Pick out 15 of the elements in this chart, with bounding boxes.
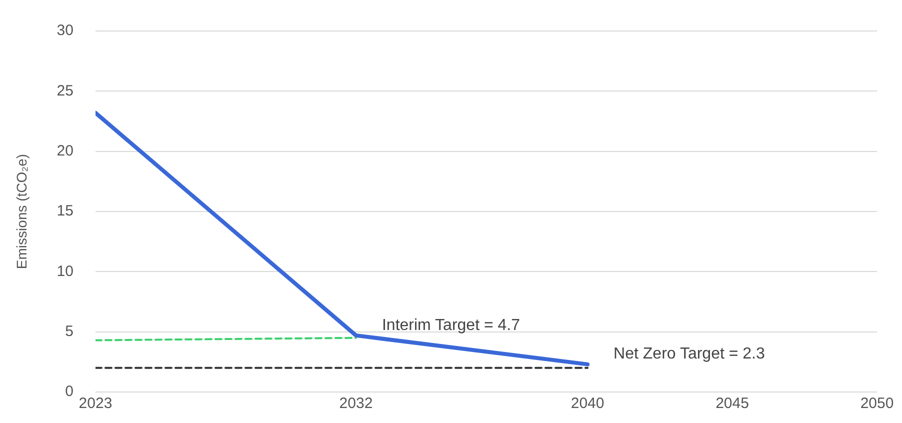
x-tick-label: 2050 <box>860 395 894 412</box>
x-tick-label: 2045 <box>716 395 749 412</box>
y-tick-label: 0 <box>65 383 74 400</box>
y-axis-title: Emissions (tCO₂e) <box>13 154 30 270</box>
x-tick-label: 2023 <box>78 395 112 412</box>
annotation: Net Zero Target = 2.3 <box>614 346 765 363</box>
y-tick-label: 30 <box>56 22 74 40</box>
y-tick-label: 10 <box>56 262 74 280</box>
annotation: Interim Target = 4.7 <box>382 316 520 334</box>
x-tick-label: 2032 <box>339 395 373 412</box>
y-tick-label: 20 <box>56 142 74 160</box>
x-tick-label: 2040 <box>570 395 604 412</box>
y-tick-label: 15 <box>56 202 74 220</box>
y-tick-label: 5 <box>65 322 74 340</box>
y-tick-label: 25 <box>56 82 74 100</box>
